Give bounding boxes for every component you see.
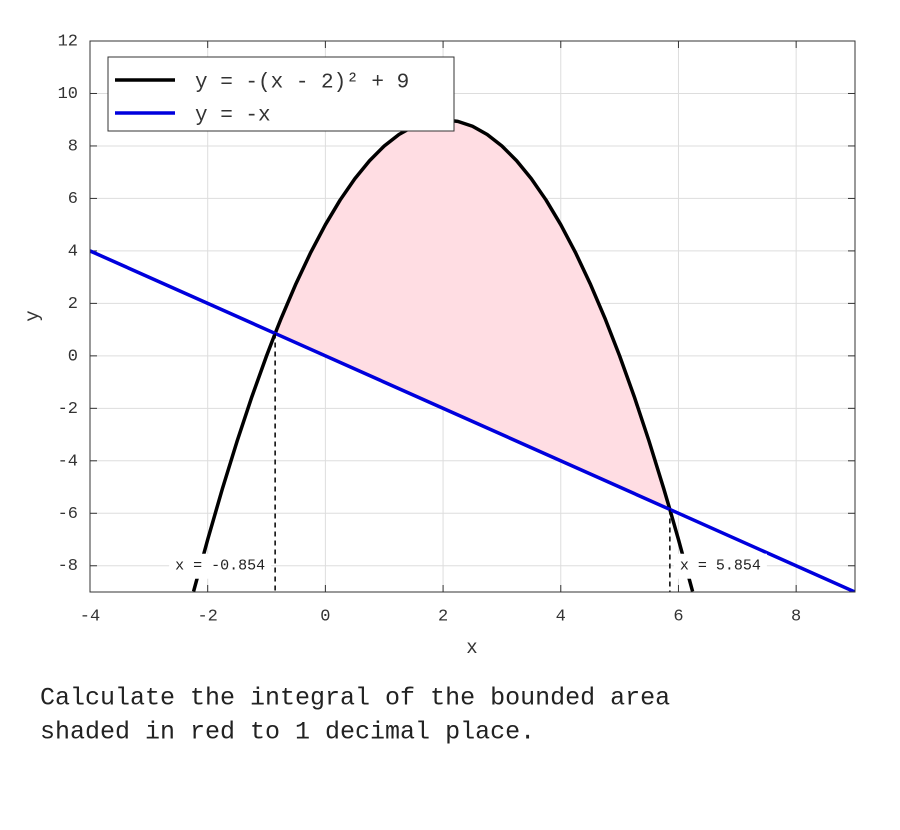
y-tick-label: 8 xyxy=(68,137,78,156)
y-tick-label: -6 xyxy=(58,505,78,524)
x-tick-label: 2 xyxy=(438,607,448,626)
legend: y = -(x - 2)² + 9 y = -x xyxy=(107,56,455,132)
x-axis-label: x xyxy=(466,637,477,659)
annotation: x = -0.854 xyxy=(169,553,272,579)
y-tick-label: 2 xyxy=(68,295,78,314)
legend-label: y = -x xyxy=(195,105,271,128)
x-tick-label: -2 xyxy=(197,607,217,626)
annotation-background xyxy=(169,553,272,579)
legend-label: y = -(x - 2)² + 9 xyxy=(195,72,409,95)
annotation-label: x = -0.854 xyxy=(175,558,265,575)
y-tick-label: 12 xyxy=(58,32,78,51)
question-line: Calculate the integral of the bounded ar… xyxy=(40,684,670,713)
y-axis-label: y xyxy=(22,310,44,321)
x-tick-label: 8 xyxy=(791,607,801,626)
x-tick-label: 6 xyxy=(673,607,683,626)
y-tick-label: 0 xyxy=(68,347,78,366)
annotation-background xyxy=(673,553,767,579)
x-tick-label: 4 xyxy=(556,607,566,626)
y-tick-label: -4 xyxy=(58,452,78,471)
annotation: x = 5.854 xyxy=(673,553,767,579)
x-tick-label: 0 xyxy=(320,607,330,626)
legend-box xyxy=(107,56,455,132)
y-tick-label: -8 xyxy=(58,557,78,576)
shaded-area xyxy=(274,118,672,511)
y-tick-label: 10 xyxy=(58,85,78,104)
plot-frame xyxy=(89,40,856,593)
annotation-label: x = 5.854 xyxy=(680,558,761,575)
x-tick-label: -4 xyxy=(80,607,100,626)
y-tick-label: -2 xyxy=(58,400,78,419)
series-line xyxy=(90,249,855,592)
y-tick-label: 6 xyxy=(68,190,78,209)
y-tick-label: 4 xyxy=(68,242,78,261)
question-line: shaded in red to 1 decimal place. xyxy=(40,718,535,747)
